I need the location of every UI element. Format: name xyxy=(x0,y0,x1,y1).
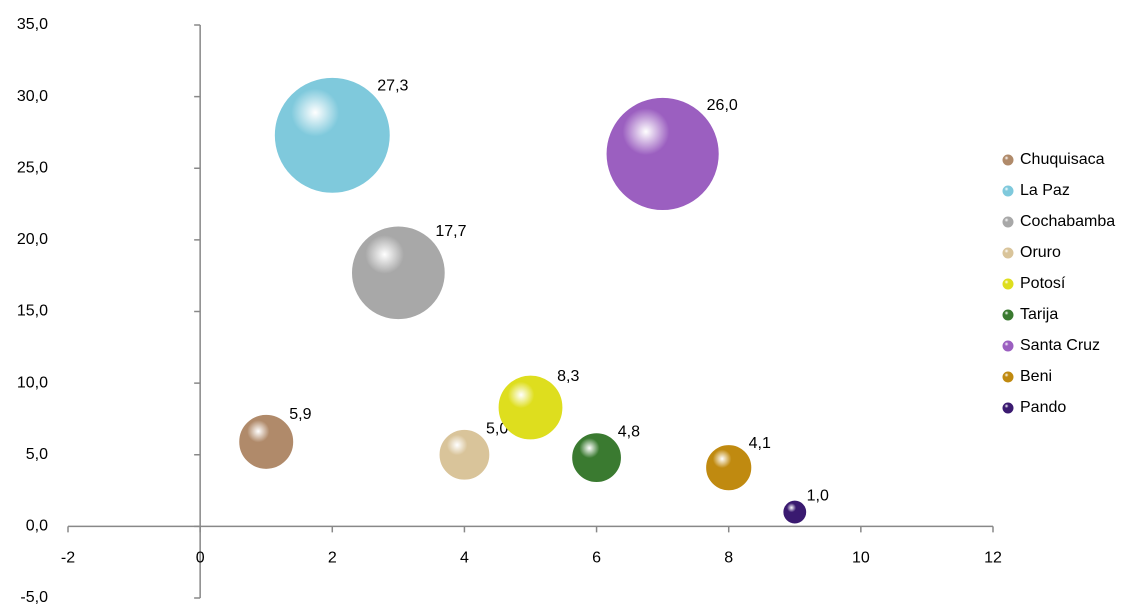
legend-label: Santa Cruz xyxy=(1020,337,1100,354)
legend-label: Tarija xyxy=(1020,306,1058,323)
legend-marker xyxy=(1002,402,1014,414)
y-tick-label: 15,0 xyxy=(17,303,48,320)
bubble xyxy=(498,375,563,440)
y-tick-label: 10,0 xyxy=(17,374,48,391)
y-tick-label: 0,0 xyxy=(26,518,48,535)
bubble xyxy=(239,414,294,469)
legend-label: Beni xyxy=(1020,368,1052,385)
legend-label: Potosí xyxy=(1020,275,1066,292)
data-label: 17,7 xyxy=(435,223,466,240)
data-label: 4,1 xyxy=(749,435,771,452)
y-tick-label: 25,0 xyxy=(17,159,48,176)
legend-label: Pando xyxy=(1020,399,1066,416)
y-tick-label: 35,0 xyxy=(17,16,48,33)
bubble xyxy=(274,77,390,193)
legend-marker xyxy=(1002,247,1014,259)
legend-marker xyxy=(1002,154,1014,166)
x-tick-label: 10 xyxy=(852,550,870,567)
bubble xyxy=(439,429,490,480)
legend-label: Chuquisaca xyxy=(1020,151,1105,168)
legend-marker xyxy=(1002,340,1014,352)
x-tick-label: 8 xyxy=(724,550,733,567)
legend-label: Oruro xyxy=(1020,244,1061,261)
data-label: 8,3 xyxy=(557,368,579,385)
y-tick-label: 5,0 xyxy=(26,446,48,463)
bubble xyxy=(606,97,719,211)
bubble xyxy=(706,445,752,491)
data-label: 4,8 xyxy=(618,424,640,441)
legend-marker xyxy=(1002,278,1014,290)
x-tick-label: 6 xyxy=(592,550,601,567)
bubble xyxy=(572,433,621,482)
x-tick-label: -2 xyxy=(61,550,75,567)
y-tick-label: 20,0 xyxy=(17,231,48,248)
x-tick-label: 0 xyxy=(196,550,205,567)
legend-label: La Paz xyxy=(1020,182,1070,199)
data-label: 26,0 xyxy=(707,97,738,114)
data-label: 27,3 xyxy=(377,78,408,95)
bubble xyxy=(351,226,445,320)
x-tick-label: 2 xyxy=(328,550,337,567)
x-tick-label: 4 xyxy=(460,550,469,567)
data-label: 5,0 xyxy=(486,420,508,437)
bubble xyxy=(783,500,807,524)
legend-label: Cochabamba xyxy=(1020,213,1115,230)
data-label: 1,0 xyxy=(807,487,829,504)
legend-marker xyxy=(1002,309,1014,321)
legend-marker xyxy=(1002,371,1014,383)
legend-marker xyxy=(1002,216,1014,228)
y-tick-label: 30,0 xyxy=(17,88,48,105)
x-tick-label: 12 xyxy=(984,550,1002,567)
y-tick-label: -5,0 xyxy=(20,589,48,606)
legend-marker xyxy=(1002,185,1014,197)
data-label: 5,9 xyxy=(289,406,311,423)
